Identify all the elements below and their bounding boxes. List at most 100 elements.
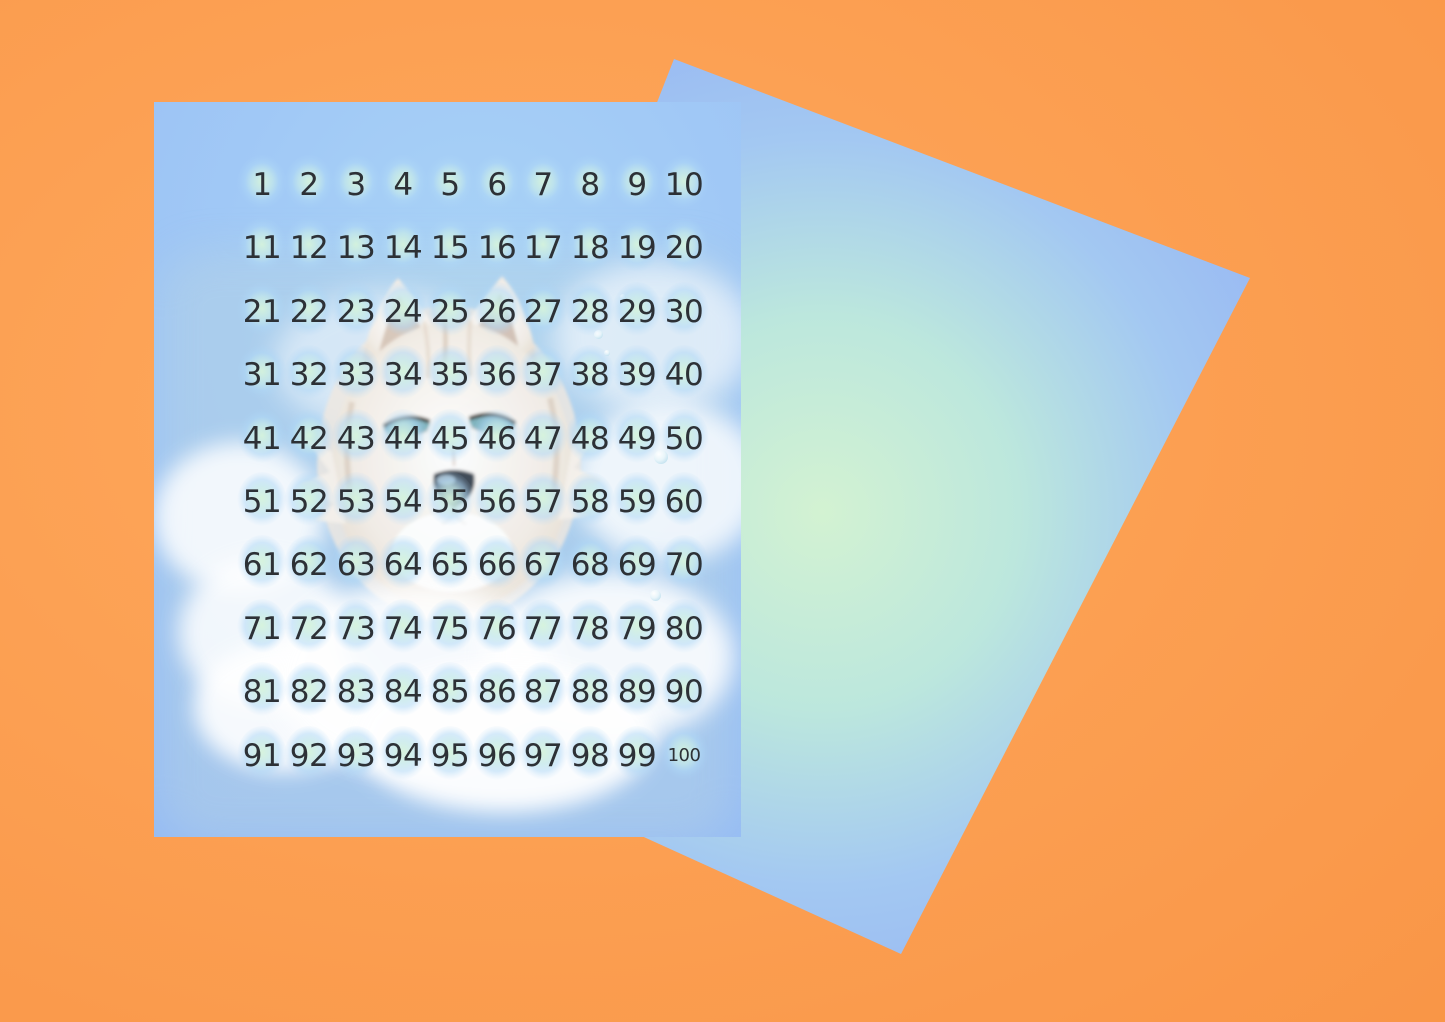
- bubble-number: 54: [383, 483, 423, 520]
- number-bubble: 26: [472, 282, 522, 342]
- number-chart-page[interactable]: 1 2 3 4 5 6 7 8 9 10 11 12 13 14 15 16 17 18 19 20 21 22 23 24 2…: [154, 102, 741, 837]
- bubble-number: 60: [664, 483, 704, 520]
- bubble-number: 100: [667, 745, 701, 766]
- number-bubble: 100: [659, 726, 709, 786]
- number-bubble: 30: [659, 282, 709, 342]
- number-bubble: 59: [612, 472, 662, 532]
- bubble-number: 92: [289, 737, 329, 774]
- bubble-number: 28: [570, 293, 610, 330]
- number-bubble: 42: [284, 409, 334, 469]
- bubble-number: 91: [242, 737, 282, 774]
- bubble-number: 95: [430, 737, 470, 774]
- bubble-number: 78: [570, 610, 610, 647]
- number-bubble: 33: [331, 345, 381, 405]
- bubble-number: 33: [336, 356, 376, 393]
- number-bubble: 17: [518, 218, 568, 278]
- bubble-number: 46: [477, 420, 517, 457]
- number-bubble: 92: [284, 726, 334, 786]
- number-bubble: 40: [659, 345, 709, 405]
- bubble-number: 77: [523, 610, 563, 647]
- number-bubble: 62: [284, 535, 334, 595]
- number-bubble: 68: [565, 535, 615, 595]
- bubble-number: 96: [477, 737, 517, 774]
- number-bubble: 54: [378, 472, 428, 532]
- bubble-number: 14: [383, 229, 423, 266]
- bubble-number: 59: [617, 483, 657, 520]
- number-bubble: 73: [331, 599, 381, 659]
- number-bubble: 71: [237, 599, 287, 659]
- number-bubble: 39: [612, 345, 662, 405]
- number-bubble: 81: [237, 662, 287, 722]
- bubble-number: 72: [289, 610, 329, 647]
- bubble-number: 57: [523, 483, 563, 520]
- number-bubble: 13: [331, 218, 381, 278]
- bubble-number: 98: [570, 737, 610, 774]
- number-bubble: 1: [237, 155, 287, 215]
- bubble-number: 55: [430, 483, 470, 520]
- bubble-number: 76: [477, 610, 517, 647]
- number-bubble: 36: [472, 345, 522, 405]
- bubble-number: 22: [289, 293, 329, 330]
- bubble-number: 21: [242, 293, 282, 330]
- bubble-number: 87: [523, 673, 563, 710]
- bubble-number: 50: [664, 420, 704, 457]
- number-bubble: 32: [284, 345, 334, 405]
- number-bubble: 44: [378, 409, 428, 469]
- bubble-number: 45: [430, 420, 470, 457]
- bubble-number: 85: [430, 673, 470, 710]
- number-bubble: 64: [378, 535, 428, 595]
- bubble-number: 1: [252, 166, 272, 203]
- number-bubble: 72: [284, 599, 334, 659]
- bubble-number: 11: [242, 229, 282, 266]
- bubble-number: 89: [617, 673, 657, 710]
- bubble-number: 61: [242, 546, 282, 583]
- bubble-number: 40: [664, 356, 704, 393]
- number-bubble: 27: [518, 282, 568, 342]
- number-bubble: 5: [425, 155, 475, 215]
- bubble-number: 3: [346, 166, 366, 203]
- number-bubble: 2: [284, 155, 334, 215]
- number-bubble: 99: [612, 726, 662, 786]
- bubble-number: 34: [383, 356, 423, 393]
- number-bubble: 66: [472, 535, 522, 595]
- bubble-number: 86: [477, 673, 517, 710]
- bubble-number: 17: [523, 229, 563, 266]
- bubble-droplet-icon: [650, 590, 661, 601]
- number-bubble: 45: [425, 409, 475, 469]
- number-bubble: 11: [237, 218, 287, 278]
- bubble-number: 49: [617, 420, 657, 457]
- number-bubble: 77: [518, 599, 568, 659]
- number-bubble: 53: [331, 472, 381, 532]
- number-bubble: 97: [518, 726, 568, 786]
- number-bubble: 74: [378, 599, 428, 659]
- number-bubble: 12: [284, 218, 334, 278]
- bubble-number: 74: [383, 610, 423, 647]
- bubble-number: 84: [383, 673, 423, 710]
- number-bubble: 94: [378, 726, 428, 786]
- number-bubble: 8: [565, 155, 615, 215]
- number-bubble: 38: [565, 345, 615, 405]
- bubble-number: 68: [570, 546, 610, 583]
- number-bubble: 46: [472, 409, 522, 469]
- number-bubble: 86: [472, 662, 522, 722]
- bubble-number: 64: [383, 546, 423, 583]
- number-bubble: 4: [378, 155, 428, 215]
- bubble-number: 73: [336, 610, 376, 647]
- bubble-number: 90: [664, 673, 704, 710]
- bubble-number: 4: [393, 166, 413, 203]
- bubble-number: 37: [523, 356, 563, 393]
- number-bubble: 35: [425, 345, 475, 405]
- bubble-number: 44: [383, 420, 423, 457]
- bubble-number: 31: [242, 356, 282, 393]
- bubble-number: 39: [617, 356, 657, 393]
- number-bubble: 91: [237, 726, 287, 786]
- number-bubble: 56: [472, 472, 522, 532]
- number-bubble: 16: [472, 218, 522, 278]
- number-bubble: 6: [472, 155, 522, 215]
- bubble-number: 53: [336, 483, 376, 520]
- number-bubble: 57: [518, 472, 568, 532]
- bubble-number: 12: [289, 229, 329, 266]
- bubble-number: 88: [570, 673, 610, 710]
- number-bubble: 18: [565, 218, 615, 278]
